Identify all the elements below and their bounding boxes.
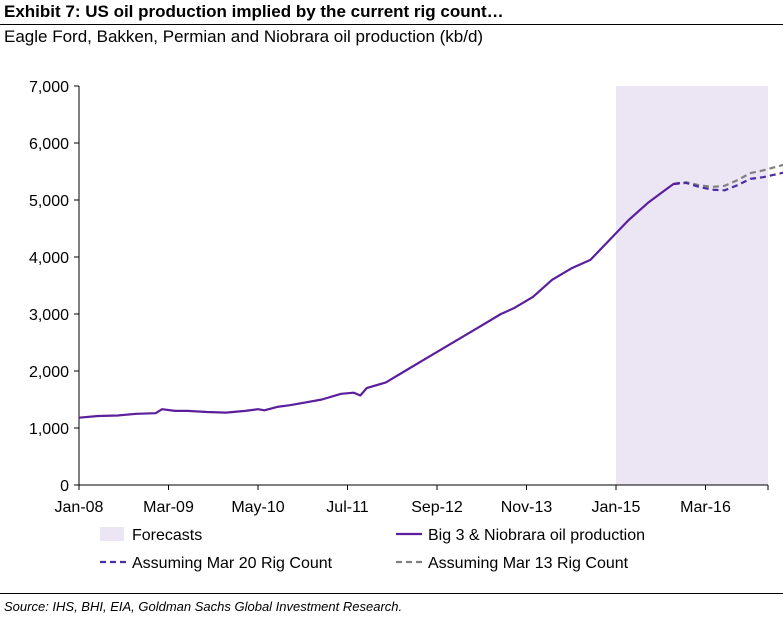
- source-note: Source: IHS, BHI, EIA, Goldman Sachs Glo…: [4, 599, 403, 614]
- chart-subtitle: Eagle Ford, Bakken, Permian and Niobrara…: [4, 27, 484, 46]
- forecast-band: [616, 86, 768, 485]
- y-tick-label: 6,000: [29, 136, 69, 153]
- y-tick-label: 4,000: [29, 250, 69, 267]
- x-tick-label: May-10: [231, 499, 284, 516]
- bottom-divider: [0, 593, 783, 594]
- x-tick-label: Jul-11: [326, 499, 368, 516]
- x-tick-label: Jan-15: [592, 499, 641, 516]
- oil-production-chart: 0 1,000 2,000 3,000 4,000 5,000 6,000 7,000 Jan-…: [29, 79, 783, 572]
- legend-label: Assuming Mar 13 Rig Count: [428, 555, 629, 572]
- y-tick-label: 7,000: [29, 79, 69, 96]
- y-tick-label: 0: [60, 478, 69, 495]
- legend-label: Assuming Mar 20 Rig Count: [132, 555, 333, 572]
- x-tick-label: Jan-08: [55, 499, 104, 516]
- legend-swatch-forecasts: [100, 527, 124, 541]
- y-tick-label: 3,000: [29, 307, 69, 324]
- legend-label: Forecasts: [132, 527, 202, 544]
- y-tick-label: 2,000: [29, 364, 69, 381]
- y-tick-label: 5,000: [29, 193, 69, 210]
- chart-title: Exhibit 7: US oil production implied by …: [4, 2, 504, 21]
- x-tick-label: Sep-12: [411, 499, 463, 516]
- top-divider: [0, 24, 783, 25]
- legend-label: Big 3 & Niobrara oil production: [428, 527, 645, 544]
- y-tick-label: 1,000: [29, 421, 69, 438]
- x-tick-label: Nov-13: [501, 499, 553, 516]
- series-line-actual: [78, 181, 681, 419]
- x-tick-label: Mar-09: [143, 499, 194, 516]
- x-tick-label: Mar-16: [680, 499, 731, 516]
